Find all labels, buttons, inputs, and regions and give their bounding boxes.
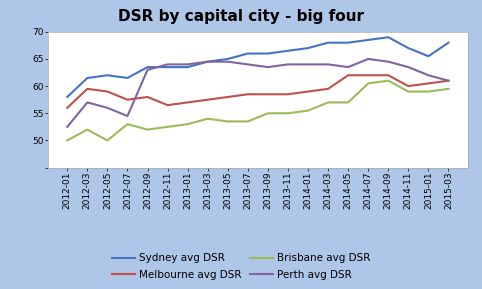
Perth avg DSR [205,60,211,63]
Melbourne avg DSR [386,73,391,77]
Sydney avg DSR [445,41,451,45]
Sydney avg DSR [225,57,231,61]
Melbourne avg DSR [445,79,451,82]
Melbourne avg DSR [325,87,331,90]
Melbourne avg DSR [305,90,311,93]
Melbourne avg DSR [426,82,431,85]
Perth avg DSR [105,106,110,110]
Sydney avg DSR [245,52,251,55]
Perth avg DSR [365,57,371,61]
Perth avg DSR [386,60,391,63]
Melbourne avg DSR [65,106,70,110]
Melbourne avg DSR [185,101,190,104]
Perth avg DSR [84,101,90,104]
Perth avg DSR [445,79,451,82]
Text: DSR by capital city - big four: DSR by capital city - big four [118,9,364,24]
Brisbane avg DSR [265,112,271,115]
Sydney avg DSR [145,65,150,69]
Brisbane avg DSR [165,125,171,129]
Perth avg DSR [225,60,231,63]
Perth avg DSR [345,65,351,69]
Line: Brisbane avg DSR: Brisbane avg DSR [67,81,448,140]
Sydney avg DSR [185,65,190,69]
Perth avg DSR [265,65,271,69]
Melbourne avg DSR [345,73,351,77]
Sydney avg DSR [105,73,110,77]
Sydney avg DSR [325,41,331,45]
Sydney avg DSR [365,38,371,42]
Brisbane avg DSR [365,82,371,85]
Brisbane avg DSR [145,128,150,131]
Brisbane avg DSR [445,87,451,90]
Brisbane avg DSR [386,79,391,82]
Brisbane avg DSR [245,120,251,123]
Melbourne avg DSR [84,87,90,90]
Sydney avg DSR [426,55,431,58]
Brisbane avg DSR [124,123,130,126]
Sydney avg DSR [265,52,271,55]
Melbourne avg DSR [365,73,371,77]
Brisbane avg DSR [84,128,90,131]
Line: Sydney avg DSR: Sydney avg DSR [67,37,448,97]
Sydney avg DSR [405,46,411,50]
Brisbane avg DSR [405,90,411,93]
Sydney avg DSR [65,95,70,99]
Brisbane avg DSR [225,120,231,123]
Perth avg DSR [145,68,150,72]
Line: Perth avg DSR: Perth avg DSR [67,59,448,127]
Melbourne avg DSR [145,95,150,99]
Sydney avg DSR [285,49,291,53]
Brisbane avg DSR [285,112,291,115]
Perth avg DSR [65,125,70,129]
Melbourne avg DSR [285,92,291,96]
Melbourne avg DSR [225,95,231,99]
Brisbane avg DSR [345,101,351,104]
Legend: Sydney avg DSR, Melbourne avg DSR, Brisbane avg DSR, Perth avg DSR: Sydney avg DSR, Melbourne avg DSR, Brisb… [107,249,375,284]
Melbourne avg DSR [405,84,411,88]
Perth avg DSR [426,73,431,77]
Sydney avg DSR [84,76,90,80]
Brisbane avg DSR [205,117,211,121]
Perth avg DSR [185,63,190,66]
Brisbane avg DSR [185,123,190,126]
Perth avg DSR [165,63,171,66]
Melbourne avg DSR [245,92,251,96]
Brisbane avg DSR [325,101,331,104]
Brisbane avg DSR [65,139,70,142]
Line: Melbourne avg DSR: Melbourne avg DSR [67,75,448,108]
Melbourne avg DSR [124,98,130,101]
Brisbane avg DSR [305,109,311,112]
Sydney avg DSR [345,41,351,45]
Sydney avg DSR [305,46,311,50]
Sydney avg DSR [386,36,391,39]
Melbourne avg DSR [265,92,271,96]
Perth avg DSR [285,63,291,66]
Perth avg DSR [305,63,311,66]
Melbourne avg DSR [205,98,211,101]
Perth avg DSR [245,63,251,66]
Sydney avg DSR [165,65,171,69]
Perth avg DSR [405,65,411,69]
Brisbane avg DSR [105,139,110,142]
Perth avg DSR [325,63,331,66]
Sydney avg DSR [205,60,211,63]
Melbourne avg DSR [105,90,110,93]
Melbourne avg DSR [165,103,171,107]
Sydney avg DSR [124,76,130,80]
Perth avg DSR [124,114,130,118]
Brisbane avg DSR [426,90,431,93]
